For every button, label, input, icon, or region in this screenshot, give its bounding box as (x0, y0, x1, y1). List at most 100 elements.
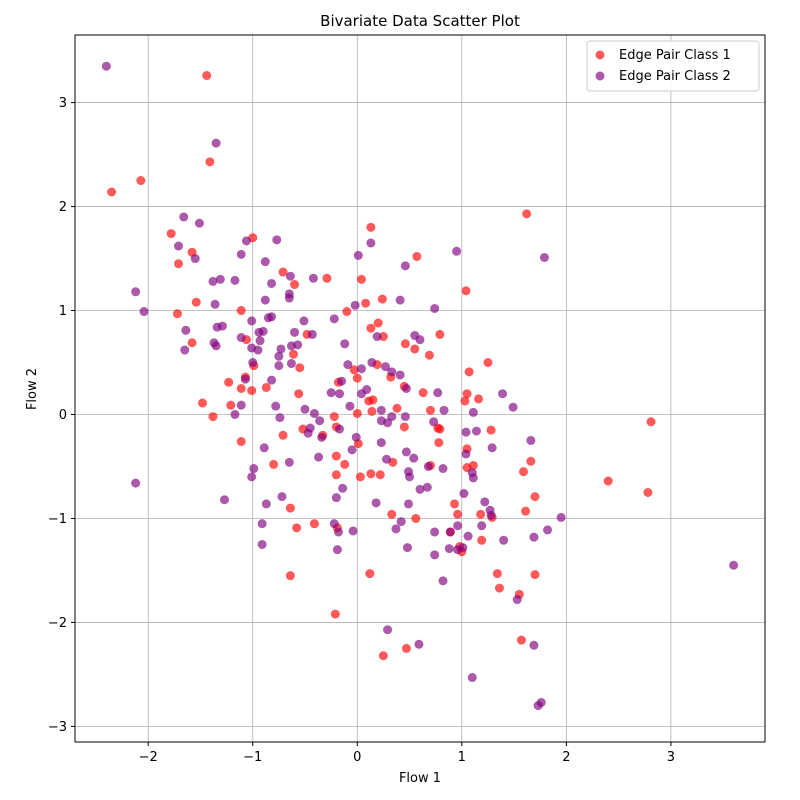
data-point-class-1 (349, 365, 359, 375)
data-point-class-2 (180, 345, 190, 355)
data-point-class-2 (236, 333, 246, 343)
data-point-class-2 (236, 400, 246, 410)
data-point-class-2 (210, 299, 220, 309)
data-point-class-2 (348, 526, 358, 536)
data-point-class-2 (486, 510, 496, 520)
data-point-class-2 (230, 409, 240, 419)
data-point-class-2 (459, 489, 469, 499)
data-point-class-2 (230, 275, 240, 285)
data-point-class-2 (487, 443, 497, 453)
data-point-class-1 (474, 394, 484, 404)
data-point-class-2 (331, 493, 341, 503)
data-point-class-2 (350, 300, 360, 310)
data-point-class-2 (326, 388, 336, 398)
data-point-class-2 (356, 364, 366, 374)
data-point-class-1 (236, 306, 246, 316)
data-point-class-2 (274, 351, 284, 361)
data-point-class-1 (530, 492, 540, 502)
data-point-class-2 (272, 235, 282, 245)
data-point-class-2 (335, 389, 344, 399)
data-point-class-2 (261, 499, 271, 509)
data-point-class-2 (376, 438, 386, 448)
data-point-class-1 (516, 635, 526, 645)
data-point-class-2 (529, 532, 539, 542)
data-point-class-2 (396, 517, 406, 527)
data-point-class-2 (215, 274, 225, 284)
data-point-class-1 (461, 286, 471, 296)
data-point-class-1 (366, 222, 376, 232)
data-point-class-1 (378, 651, 388, 661)
data-point-class-2 (308, 273, 318, 283)
data-point-class-1 (477, 535, 487, 545)
data-point-class-2 (508, 402, 518, 412)
data-point-class-1 (526, 456, 536, 466)
data-point-class-1 (361, 298, 371, 308)
data-point-class-1 (424, 350, 434, 360)
data-point-class-2 (260, 295, 270, 305)
data-point-class-1 (329, 412, 339, 422)
data-point-class-2 (314, 452, 324, 462)
data-point-class-2 (383, 625, 393, 635)
x-axis-label: Flow 1 (399, 771, 441, 786)
data-point-class-1 (172, 309, 182, 319)
data-point-class-2 (190, 254, 200, 264)
data-point-class-2 (220, 495, 229, 505)
data-point-class-2 (526, 435, 536, 445)
data-point-class-2 (248, 358, 258, 368)
data-point-class-1 (236, 437, 246, 447)
data-point-class-2 (430, 303, 440, 313)
data-point-class-2 (181, 325, 191, 335)
data-point-class-2 (257, 519, 267, 529)
data-point-class-2 (286, 359, 296, 369)
data-point-class-1 (289, 349, 298, 359)
data-point-class-2 (433, 388, 443, 398)
data-point-class-1 (425, 405, 435, 415)
data-point-class-1 (462, 389, 472, 399)
data-point-class-1 (208, 412, 218, 422)
data-point-class-2 (274, 361, 284, 371)
data-point-class-1 (352, 408, 362, 418)
data-point-class-2 (267, 375, 277, 385)
y-tick-label: −1 (48, 512, 67, 527)
data-point-class-1 (530, 570, 540, 580)
data-point-class-2 (430, 527, 440, 537)
data-point-class-1 (476, 509, 486, 519)
data-point-class-1 (367, 406, 377, 416)
data-point-class-1 (492, 569, 502, 579)
data-point-class-1 (294, 389, 304, 399)
data-point-class-2 (101, 61, 111, 71)
data-point-class-2 (461, 449, 471, 459)
data-point-class-2 (429, 417, 439, 427)
data-point-class-2 (471, 426, 481, 436)
data-point-class-2 (438, 464, 448, 474)
data-point-class-2 (271, 401, 281, 411)
data-point-class-2 (400, 412, 410, 422)
x-tick-label: −2 (139, 750, 158, 765)
data-point-class-2 (340, 339, 350, 349)
y-tick-label: 1 (59, 304, 67, 319)
data-point-class-1 (453, 509, 463, 519)
data-point-class-1 (412, 251, 422, 261)
data-points (101, 61, 739, 711)
data-point-class-2 (179, 212, 189, 222)
data-point-class-2 (367, 358, 377, 368)
data-point-class-2 (253, 345, 263, 355)
data-point-class-2 (259, 443, 269, 453)
data-point-class-2 (372, 332, 382, 342)
data-point-class-2 (258, 326, 268, 336)
data-point-class-2 (477, 521, 487, 531)
data-point-class-1 (247, 386, 257, 396)
data-point-class-2 (284, 457, 294, 467)
data-point-class-2 (131, 287, 141, 297)
data-point-class-2 (438, 576, 448, 586)
data-point-class-2 (241, 236, 251, 246)
data-point-class-1 (322, 273, 332, 283)
data-point-class-2 (305, 423, 315, 433)
data-point-class-2 (382, 454, 392, 464)
plot-frame (74, 34, 766, 743)
data-point-class-2 (329, 314, 339, 324)
data-point-class-2 (415, 335, 425, 345)
data-point-class-2 (366, 238, 376, 248)
data-point-class-1 (460, 396, 470, 406)
data-point-class-2 (337, 376, 347, 386)
